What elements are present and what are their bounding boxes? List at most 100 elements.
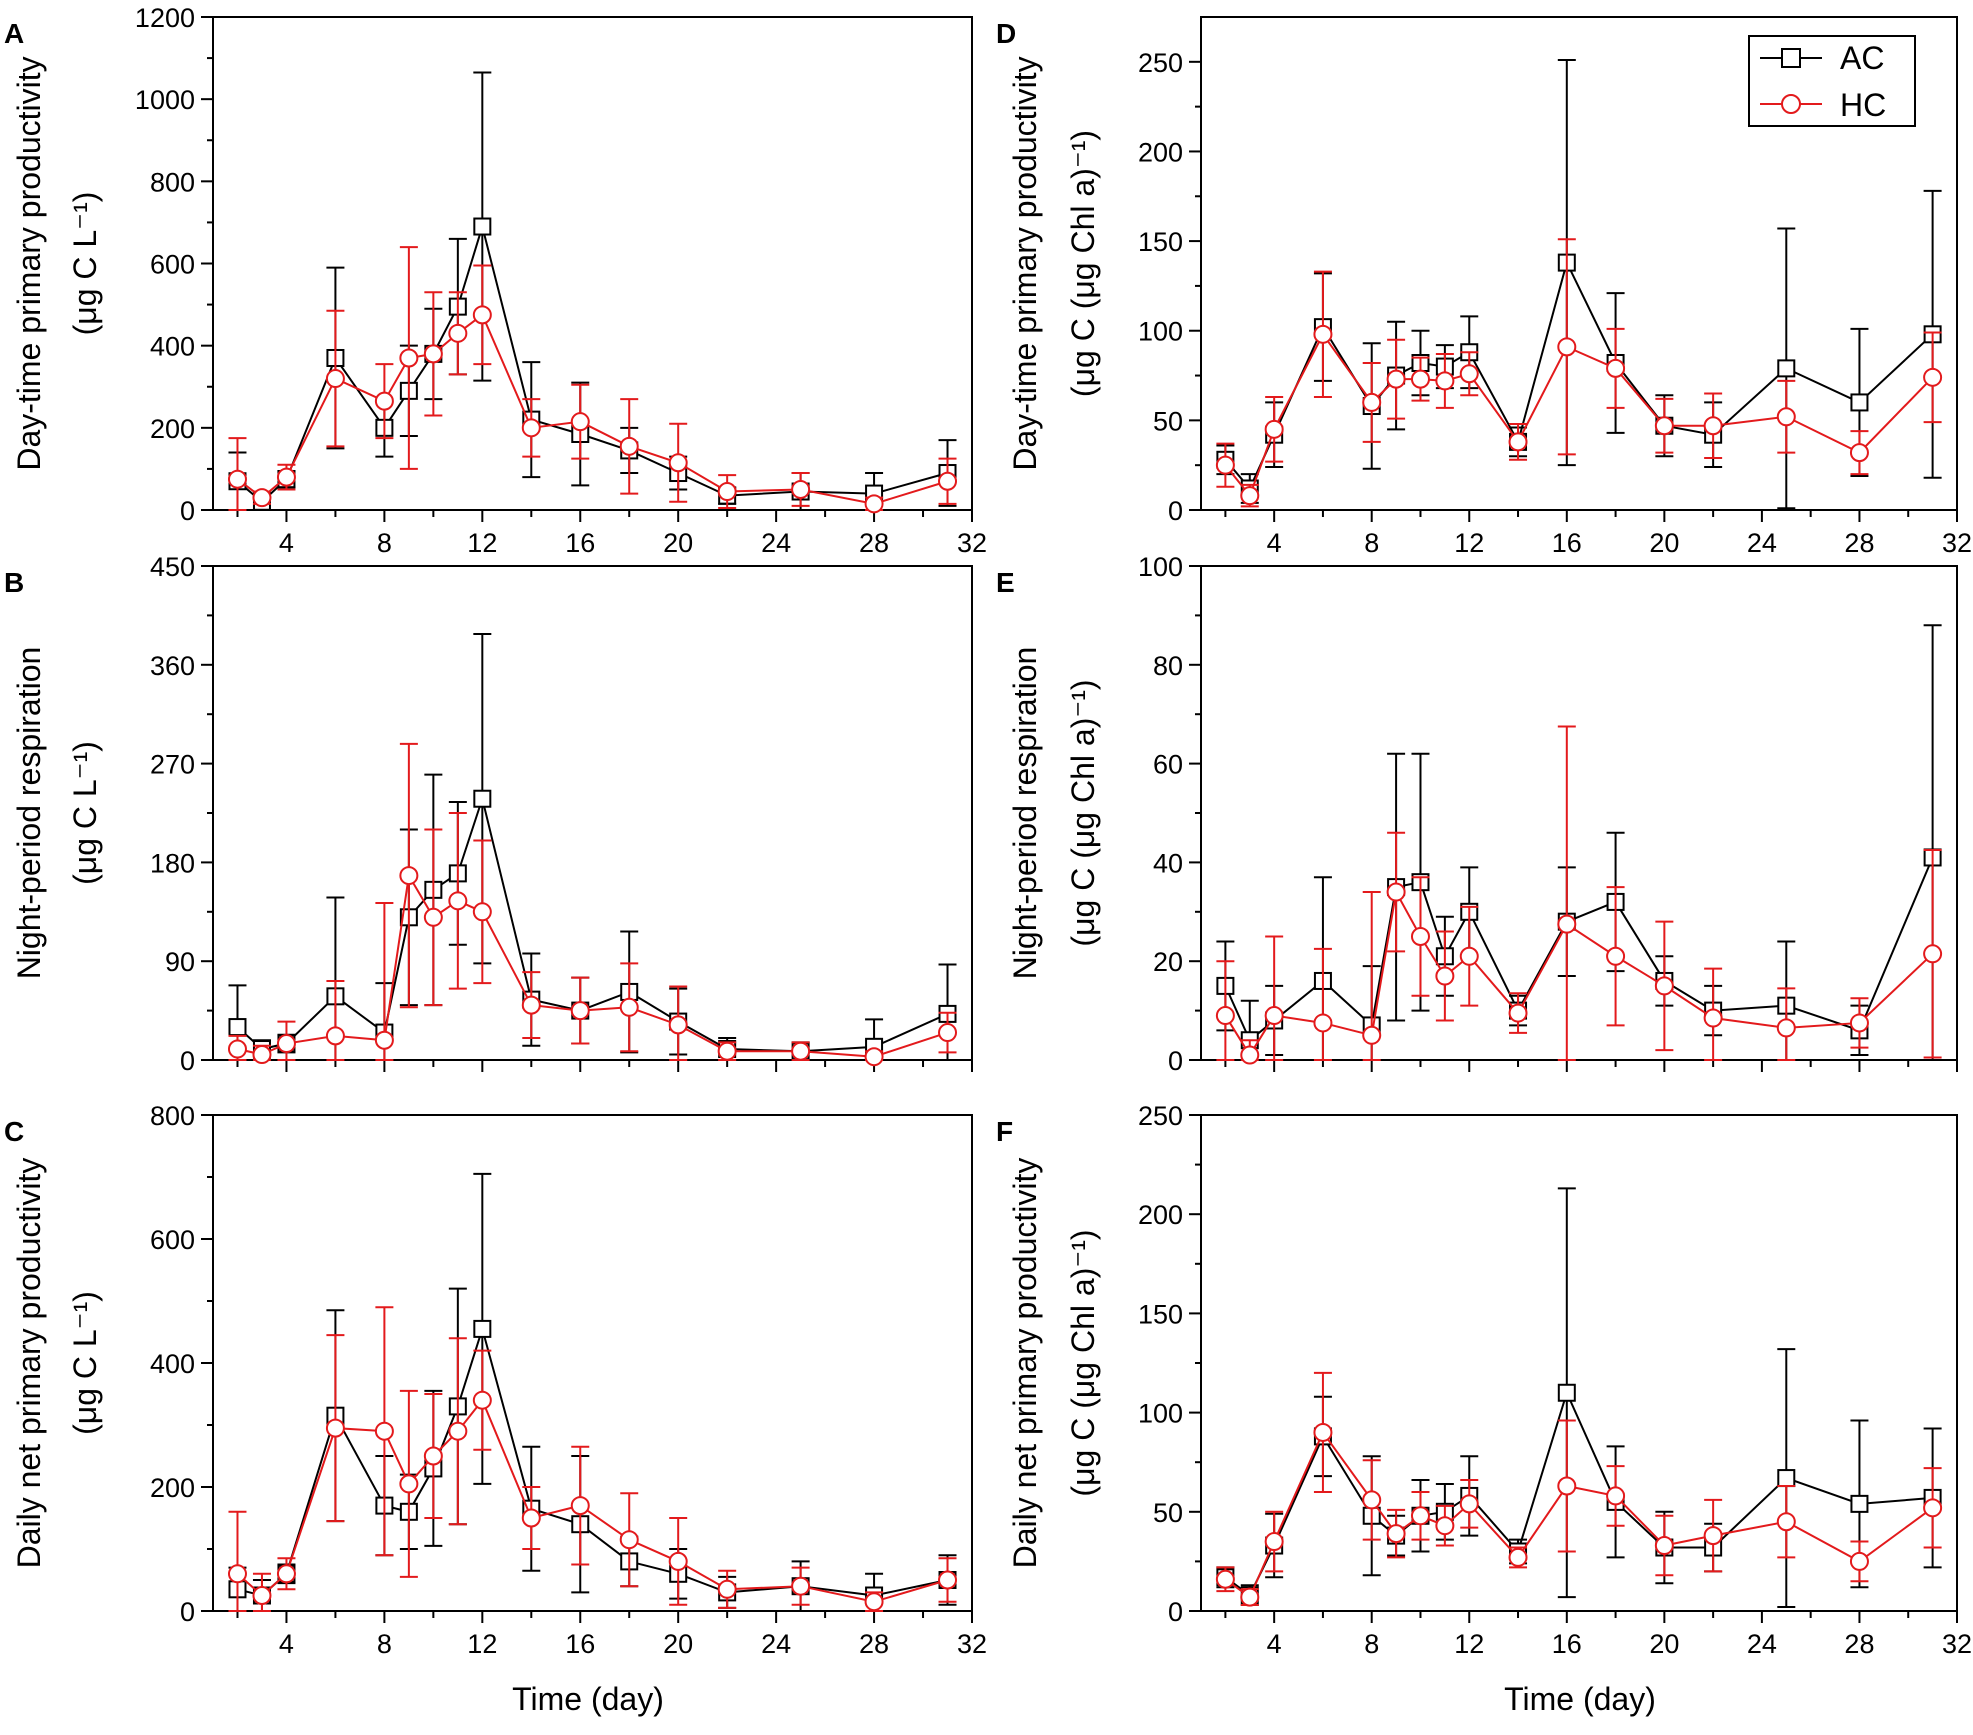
y-tick-label: 60: [1153, 750, 1183, 780]
data-point: [1606, 946, 1626, 966]
y-tick-label: 270: [150, 750, 195, 780]
y-axis-unit: (μg C (μg Chl a)⁻¹): [1065, 679, 1101, 946]
panel-b: 0 90 180 270 360 450 B Night-period respiration…: [4, 552, 973, 1076]
data-point: [1654, 416, 1674, 436]
data-point: [1703, 1008, 1723, 1028]
x-tick-label: 8: [1364, 528, 1379, 558]
data-point: [938, 471, 958, 491]
series-line: [1224, 332, 1934, 498]
data-point: [399, 866, 419, 886]
data-point: [252, 488, 272, 508]
data-point: [472, 902, 492, 922]
data-point: [448, 891, 468, 911]
x-tick-label: 24: [761, 1629, 791, 1659]
series-ac: [228, 1172, 957, 1612]
data-point: [1557, 914, 1577, 934]
data-point: [791, 1041, 811, 1061]
legend-label-hc: HC: [1840, 87, 1886, 123]
plot-frame: [212, 1114, 973, 1612]
x-tick-label: 24: [1747, 528, 1777, 558]
data-point: [399, 1474, 419, 1494]
data-point: [570, 412, 590, 432]
x-tick-label: 8: [377, 528, 392, 558]
data-point: [1850, 1494, 1869, 1513]
series-line: [237, 872, 948, 1058]
y-tick-label: 360: [150, 651, 195, 681]
data-point: [1923, 1498, 1943, 1518]
y-axis-title: Night-period respiration: [1007, 647, 1043, 980]
series-line: [1224, 1389, 1933, 1597]
data-point: [864, 1592, 884, 1612]
data-point: [1776, 1018, 1796, 1038]
data-point: [1557, 337, 1577, 357]
data-point: [227, 1564, 247, 1584]
data-point: [1215, 455, 1235, 475]
panel-f: 0 50 100 150 200 250 4 8 12 16 20 24 28 32 F Daily net …: [996, 1101, 1972, 1659]
data-point: [1313, 1422, 1333, 1442]
data-point: [423, 907, 443, 927]
data-point: [791, 479, 811, 499]
y-tick-label: 100: [1138, 1399, 1183, 1429]
y-tick-label: 50: [1153, 406, 1183, 436]
data-point: [1240, 486, 1260, 506]
data-point: [1410, 1506, 1430, 1526]
y-tick-label: 800: [150, 1101, 195, 1131]
data-point: [325, 1026, 345, 1046]
data-point: [1508, 1003, 1528, 1023]
x-tick-label: 28: [1844, 528, 1874, 558]
y-axis-unit: (μg C (μg Chl a)⁻¹): [1065, 130, 1101, 397]
y-tick-label: 0: [180, 1597, 195, 1627]
data-point: [1362, 392, 1382, 412]
series-ac: [1216, 59, 1942, 510]
data-point: [1386, 882, 1406, 902]
data-point: [276, 1034, 296, 1054]
y-tick-label: 250: [1138, 48, 1183, 78]
data-point: [521, 995, 541, 1015]
series-line: [236, 795, 948, 1053]
x-tick-label: 20: [1649, 1629, 1679, 1659]
data-point: [1240, 1045, 1260, 1065]
x-axis-title-right: Time (day): [1504, 1681, 1656, 1717]
series-line: [237, 1325, 948, 1597]
y-tick-label: 250: [1138, 1101, 1183, 1131]
data-point: [1215, 1569, 1235, 1589]
x-tick-label: 12: [1454, 528, 1484, 558]
data-point: [938, 1570, 958, 1590]
data-point: [1264, 419, 1284, 439]
data-point: [717, 482, 737, 502]
data-point: [1703, 1526, 1723, 1546]
series-hc: [227, 1306, 958, 1612]
y-tick-label: 0: [1168, 496, 1183, 526]
y-tick-label: 450: [150, 552, 195, 582]
x-tick-label: 24: [761, 528, 791, 558]
legend-marker-ac: [1781, 48, 1801, 68]
data-point: [325, 1418, 345, 1438]
x-tick-label: 20: [1649, 528, 1679, 558]
data-point: [1435, 371, 1455, 391]
data-point: [228, 1018, 247, 1037]
y-axis-title: Daily net primary productivity: [1007, 1158, 1043, 1569]
series-ac: [228, 71, 957, 511]
plot-frame: [212, 565, 973, 1061]
x-tick-label: 20: [663, 1629, 693, 1659]
x-tick-label: 8: [1364, 1629, 1379, 1659]
y-tick-label: 600: [150, 250, 195, 280]
data-point: [1923, 944, 1943, 964]
data-point: [1240, 1587, 1260, 1607]
panel-letter: C: [4, 1116, 24, 1147]
data-point: [1386, 1524, 1406, 1544]
data-point: [570, 1001, 590, 1021]
panel-letter: F: [996, 1116, 1013, 1147]
data-point: [374, 1421, 394, 1441]
legend: AC HC: [1748, 35, 1916, 127]
y-axis-unit: (μg C (μg Chl a)⁻¹): [1065, 1229, 1101, 1496]
data-point: [668, 453, 688, 473]
y-axis-unit: (μg C L⁻¹): [67, 741, 103, 885]
y-tick-label: 400: [150, 332, 195, 362]
data-point: [864, 494, 884, 514]
data-point: [1557, 1476, 1577, 1496]
data-point: [473, 789, 492, 808]
y-tick-label: 100: [1138, 317, 1183, 347]
x-axis-title-left: Time (day): [512, 1681, 664, 1717]
y-tick-label: 800: [150, 167, 195, 197]
